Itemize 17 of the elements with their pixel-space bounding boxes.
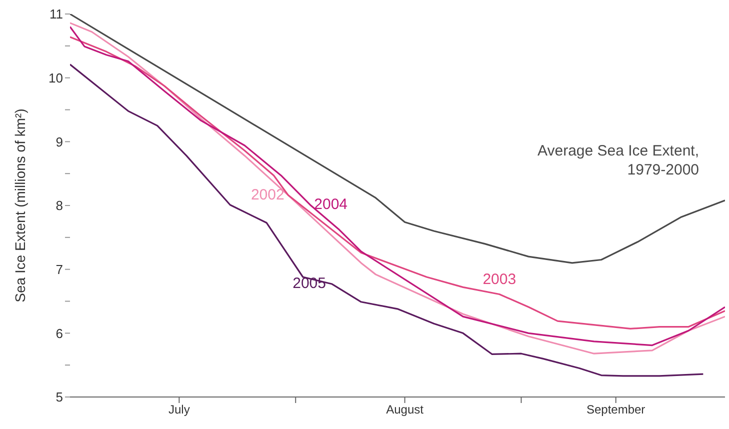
series-label: Average Sea Ice Extent, 1979-2000 bbox=[538, 142, 699, 178]
series-label: 2002 bbox=[250, 186, 284, 204]
x-tick-label: July bbox=[168, 402, 190, 417]
line-series bbox=[70, 14, 725, 264]
x-tick-label: September bbox=[586, 402, 646, 417]
y-tick-label: 11 bbox=[50, 6, 63, 22]
line-series bbox=[70, 64, 704, 377]
series-label: 2003 bbox=[482, 271, 516, 288]
y-tick-label: 10 bbox=[48, 70, 63, 86]
y-tick-label: 7 bbox=[56, 262, 63, 277]
y-tick-label: 9 bbox=[56, 134, 63, 150]
y-axis-title: Sea Ice Extent (millions of km²) bbox=[12, 108, 28, 302]
x-tick-label: August bbox=[386, 402, 424, 417]
y-tick-label: 5 bbox=[56, 390, 63, 405]
series-label: 2004 bbox=[314, 196, 348, 213]
y-tick-label: 6 bbox=[56, 326, 63, 341]
y-tick-label: 8 bbox=[56, 198, 63, 214]
